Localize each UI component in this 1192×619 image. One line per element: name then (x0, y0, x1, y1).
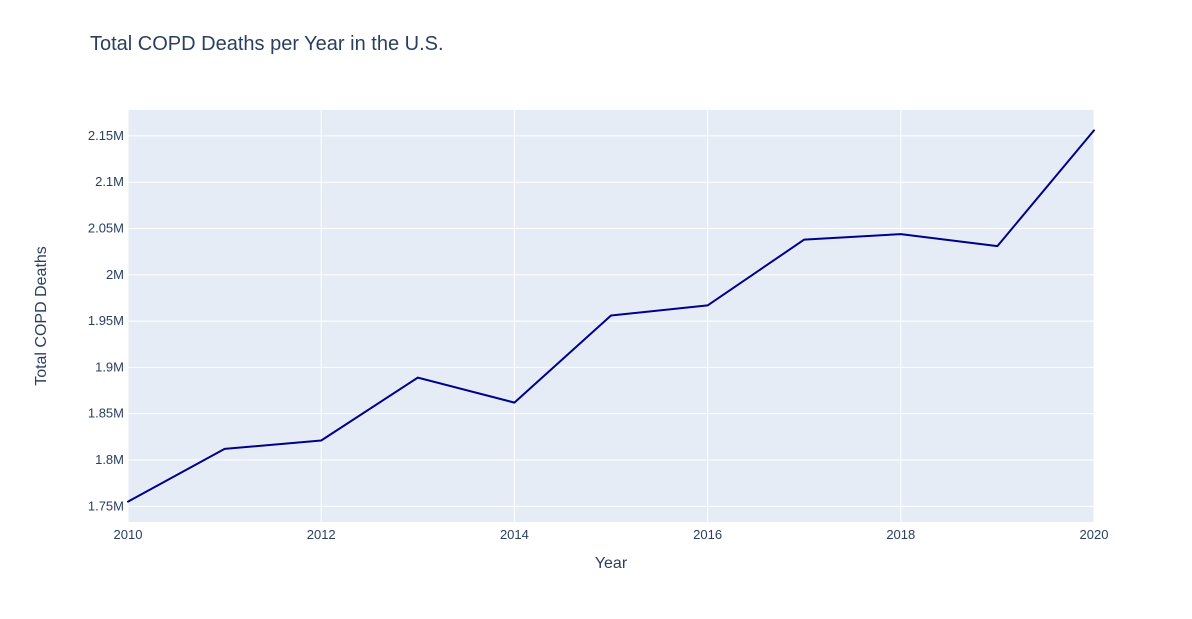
x-axis-label: Year (594, 555, 628, 572)
y-tick-label: 1.95M (88, 313, 124, 328)
y-tick-label: 2.1M (95, 174, 124, 189)
x-tick-label: 2014 (500, 527, 529, 542)
y-tick-label: 2M (106, 267, 124, 282)
x-tick-label: 2018 (886, 527, 915, 542)
y-tick-label: 2.05M (88, 221, 124, 236)
y-tick-label: 2.15M (88, 128, 124, 143)
y-tick-label: 1.85M (88, 406, 124, 421)
x-tick-label: 2016 (693, 527, 722, 542)
y-tick-label: 1.8M (95, 452, 124, 467)
chart-title: Total COPD Deaths per Year in the U.S. (90, 33, 444, 55)
y-tick-label: 1.75M (88, 498, 124, 513)
series-line (127, 129, 1095, 503)
x-tick-label: 2012 (307, 527, 336, 542)
x-tick-label: 2010 (114, 527, 143, 542)
y-tick-label: 1.9M (95, 359, 124, 374)
x-tick-label: 2020 (1080, 527, 1109, 542)
